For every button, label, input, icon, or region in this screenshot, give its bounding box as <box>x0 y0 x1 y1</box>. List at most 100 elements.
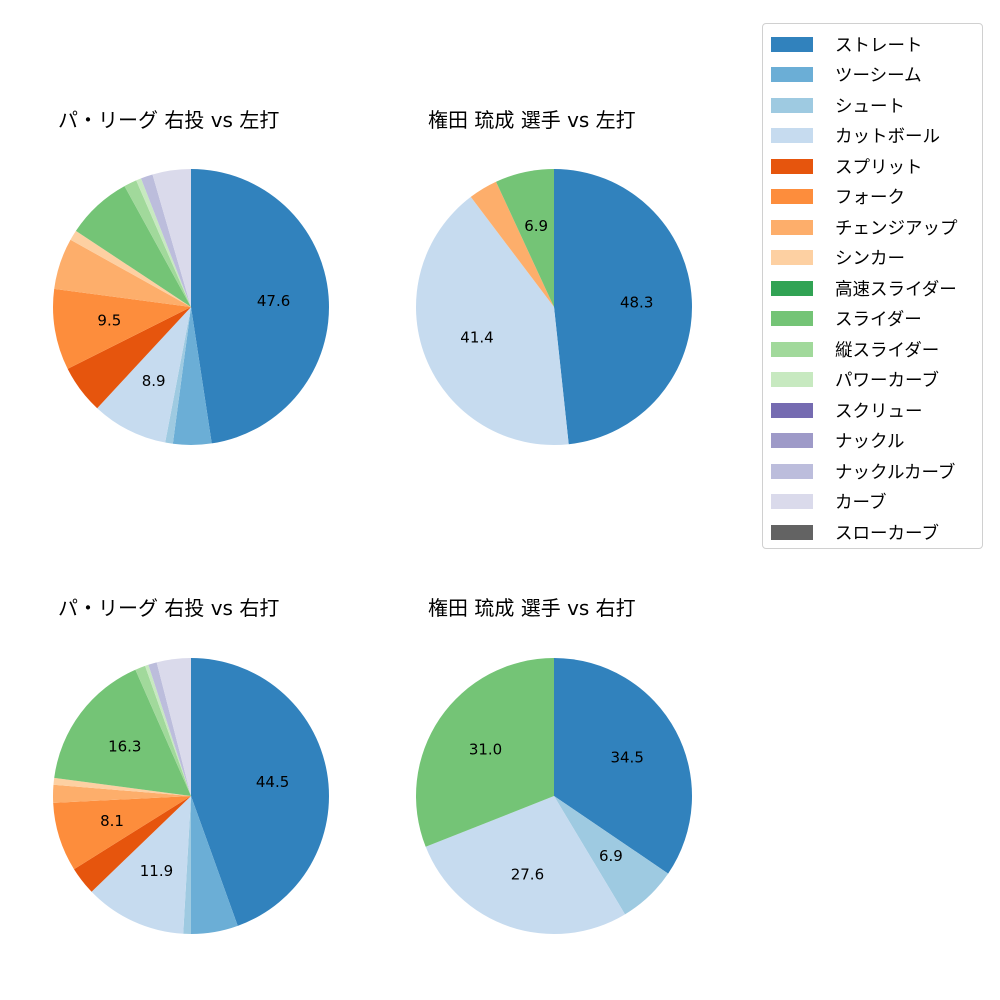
pie-slice <box>554 658 692 874</box>
pie-slice <box>54 669 191 796</box>
pie-chart-2: 44.5 11.9 8.1 16.3 <box>53 658 330 934</box>
legend-label: スライダー <box>835 310 922 330</box>
legend-swatch <box>771 311 813 326</box>
legend-swatch <box>771 372 813 387</box>
pie-slice-label: 9.5 <box>97 312 121 330</box>
legend-item: スプリット <box>771 154 923 178</box>
pie-slice <box>191 658 330 926</box>
legend-item: スクリュー <box>771 398 923 422</box>
pie-slice-label: 8.9 <box>142 372 166 390</box>
legend-swatch <box>771 494 813 509</box>
chart-title-league-vs-right: パ・リーグ 右投 vs 右打 <box>58 596 280 620</box>
pie-slice-label: 16.3 <box>108 737 141 755</box>
legend-item: カットボール <box>771 124 940 148</box>
legend-label: スプリット <box>835 157 923 178</box>
legend-swatch <box>771 97 813 113</box>
legend-swatch <box>771 341 813 357</box>
pie-slice-label: 11.9 <box>140 862 173 880</box>
chart-title-player-vs-right: 権田 琉成 選手 vs 右打 <box>428 596 636 620</box>
legend-label: スローカーブ <box>835 523 939 544</box>
pie-slice <box>183 796 191 934</box>
pie-slice <box>425 796 625 935</box>
legend-swatch <box>771 128 813 143</box>
legend-swatch <box>771 463 813 479</box>
pie-slice <box>91 796 191 934</box>
legend-item: ツーシーム <box>771 63 922 87</box>
legend-swatch <box>771 67 813 82</box>
legend-swatch <box>771 524 813 540</box>
legend-item: ナックルカーブ <box>771 459 955 483</box>
pie-slice-label: 34.5 <box>610 748 643 766</box>
pie-slice-label: 47.6 <box>257 292 290 310</box>
pie-slice-label: 48.3 <box>620 294 653 312</box>
legend-item: 縦スライダー <box>771 337 939 361</box>
pie-slice <box>172 307 212 445</box>
legend-label: ナックル <box>835 432 905 452</box>
legend-swatch <box>771 280 813 296</box>
legend-label: シュート <box>835 96 905 117</box>
pie-slice <box>70 230 191 307</box>
pie-slice <box>136 178 191 307</box>
legend-label: フォーク <box>835 188 905 208</box>
pie-slice-label: 44.5 <box>256 773 289 791</box>
legend-item: シュート <box>771 93 905 117</box>
pie-slice <box>124 180 191 307</box>
pie-slice <box>554 796 669 915</box>
legend-swatch <box>771 36 813 52</box>
legend-swatch <box>771 250 813 265</box>
pie-slice <box>156 658 191 796</box>
legend-label: 高速スライダー <box>835 279 957 300</box>
pie-slice <box>191 796 238 934</box>
legend-item: シンカー <box>771 246 905 270</box>
pie-slice <box>554 169 693 445</box>
legend-label: ツーシーム <box>835 66 922 86</box>
legend-label: スクリュー <box>835 401 923 422</box>
pie-slice <box>165 307 191 444</box>
legend-swatch <box>771 219 813 235</box>
pie-slice <box>496 169 554 307</box>
legend-label: ナックルカーブ <box>835 462 956 483</box>
pie-slice <box>53 777 192 796</box>
legend-swatch <box>771 402 813 418</box>
legend-label: カットボール <box>835 127 940 147</box>
pie-slice-label: 6.9 <box>599 847 623 865</box>
pie-chart-1: 48.3 41.4 6.9 <box>415 169 693 446</box>
pie-slice <box>74 796 191 892</box>
pie-slice <box>53 796 191 870</box>
pie-slice-label: 8.1 <box>100 812 124 830</box>
chart-title-league-vs-left: パ・リーグ 右投 vs 左打 <box>58 108 280 132</box>
pie-slice <box>191 169 329 444</box>
legend-label: チェンジアップ <box>835 218 958 239</box>
legend-item: チェンジアップ <box>771 215 958 239</box>
pie-slice <box>54 239 191 307</box>
legend-swatch <box>771 158 813 174</box>
legend-swatch <box>771 189 813 204</box>
pie-slice <box>97 307 191 443</box>
pie-slice <box>470 181 554 307</box>
pie-slice <box>141 174 191 307</box>
pie-chart-3: 34.5 6.9 27.6 31.0 <box>415 658 692 935</box>
legend: ストレートツーシームシュートカットボール スプリットフォークチェンジアップ シンカー… <box>762 23 983 549</box>
pie-slice <box>52 288 192 369</box>
legend-item: パワーカーブ <box>771 368 939 392</box>
pie-chart-0: 47.6 8.9 9.5 <box>52 169 329 445</box>
pie-slice-label: 41.4 <box>460 328 493 346</box>
pie-slice-label: 31.0 <box>469 740 502 758</box>
legend-item: ストレート <box>771 32 923 56</box>
pie-slice <box>152 169 191 307</box>
legend-label: 縦スライダー <box>835 340 940 361</box>
pie-slice <box>415 196 569 446</box>
legend-label: パワーカーブ <box>835 371 939 391</box>
legend-label: シンカー <box>835 249 905 269</box>
pie-slice <box>148 662 191 796</box>
legend-item: フォーク <box>771 185 905 209</box>
legend-label: カーブ <box>835 493 887 513</box>
pie-slice <box>145 664 191 796</box>
legend-item: スライダー <box>771 307 922 331</box>
legend-item: カーブ <box>771 490 886 514</box>
chart-title-player-vs-left: 権田 琉成 選手 vs 左打 <box>428 108 636 132</box>
legend-item: スローカーブ <box>771 520 939 544</box>
pie-slice <box>415 658 554 847</box>
legend-item: ナックル <box>771 429 904 453</box>
